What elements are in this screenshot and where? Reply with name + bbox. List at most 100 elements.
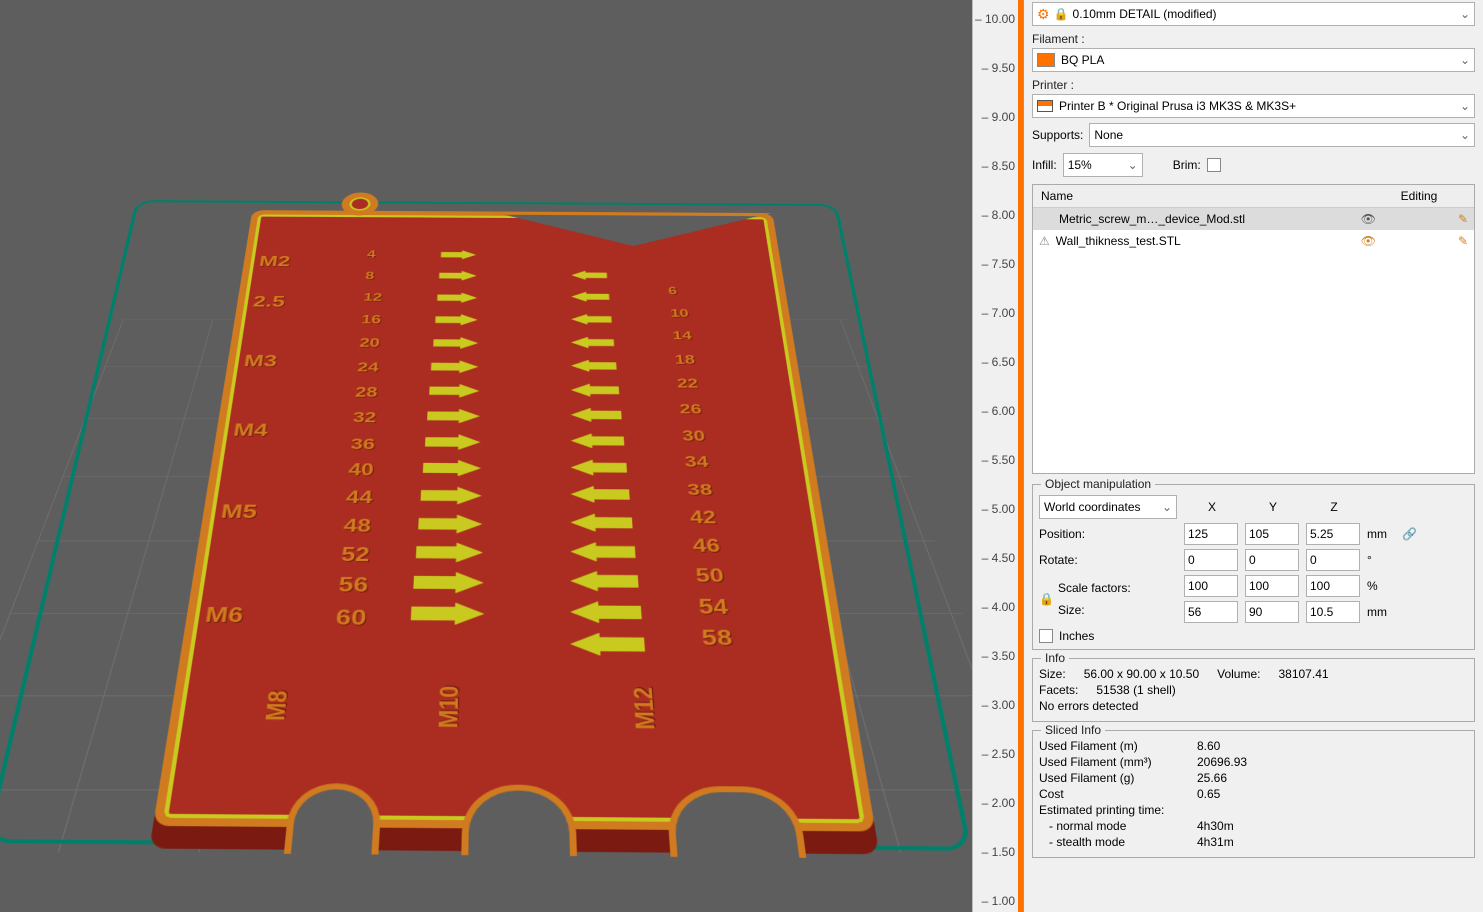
link-icon[interactable] <box>1402 527 1416 541</box>
infill-combo[interactable]: 15% ⌄ <box>1063 153 1143 177</box>
scale-number: 46 <box>692 536 721 558</box>
printer-label: Printer : <box>1032 78 1475 92</box>
scale-number: 52 <box>340 544 370 567</box>
position-unit: mm <box>1367 527 1397 541</box>
object-name: Metric_screw_m…_device_Mod.stl <box>1059 212 1355 226</box>
scale-number: 16 <box>361 314 382 328</box>
info-label: Used Filament (g) <box>1039 771 1179 785</box>
info-label: - normal mode <box>1039 819 1179 833</box>
position-y[interactable] <box>1245 523 1299 545</box>
chevron-down-icon: ⌄ <box>1128 158 1138 172</box>
info-value: 4h31m <box>1197 835 1234 849</box>
object-list-row[interactable]: Wall_thikness_test.STL <box>1033 230 1474 252</box>
ruler-tick: 7.00 <box>992 306 1015 320</box>
scale-number: 4 <box>367 249 377 261</box>
object-list-row[interactable]: Metric_screw_m…_device_Mod.stl <box>1033 208 1474 230</box>
size-z[interactable] <box>1306 601 1360 623</box>
rotate-x[interactable] <box>1184 549 1238 571</box>
edit-icon[interactable] <box>1458 212 1468 226</box>
filament-label: Filament : <box>1032 32 1475 46</box>
col-editing: Editing <box>1364 185 1474 207</box>
scale-z[interactable] <box>1306 575 1360 597</box>
object-list: Name Editing Metric_screw_m…_device_Mod.… <box>1032 184 1475 474</box>
y-header: Y <box>1245 500 1301 514</box>
sliced-info-row: Used Filament (mm³)20696.93 <box>1039 755 1468 769</box>
ruler-tick: 4.00 <box>992 600 1015 614</box>
object-manipulation: Object manipulation World coordinates ⌄ … <box>1032 484 1475 650</box>
filament-name: BQ PLA <box>1061 53 1104 67</box>
scale-number: 54 <box>698 595 730 619</box>
errors-text: No errors detected <box>1039 699 1138 713</box>
scale-number: 28 <box>354 384 378 401</box>
filament-swatch <box>1037 53 1055 67</box>
supports-combo[interactable]: None ⌄ <box>1089 123 1475 147</box>
sliced-info-row: Estimated printing time: <box>1039 803 1468 817</box>
sliced-info-row: - normal mode4h30m <box>1039 819 1468 833</box>
chevron-down-icon: ⌄ <box>1460 7 1470 21</box>
scale-number: 48 <box>343 516 372 537</box>
scale-number: 10 <box>670 307 690 320</box>
facets-label: Facets: <box>1039 683 1078 697</box>
sliced-info-row: Cost0.65 <box>1039 787 1468 801</box>
scale-number: 60 <box>335 604 368 630</box>
ruler-tick: 6.50 <box>992 355 1015 369</box>
ruler-tick: 8.00 <box>992 208 1015 222</box>
rotate-z[interactable] <box>1306 549 1360 571</box>
visibility-icon[interactable] <box>1361 212 1376 226</box>
filament-combo[interactable]: BQ PLA ⌄ <box>1032 48 1475 72</box>
m-label: M2 <box>258 253 291 271</box>
scale-number: 56 <box>337 574 368 598</box>
position-x[interactable] <box>1184 523 1238 545</box>
ruler-tick: 1.50 <box>992 845 1015 859</box>
scale-y[interactable] <box>1245 575 1299 597</box>
visibility-icon[interactable] <box>1361 234 1376 248</box>
size-unit: mm <box>1367 605 1397 619</box>
m-label: 2.5 <box>252 293 286 311</box>
sliced-info-row: Used Filament (m)8.60 <box>1039 739 1468 753</box>
position-z[interactable] <box>1306 523 1360 545</box>
printer-combo[interactable]: Printer B * Original Prusa i3 MK3S & MK3… <box>1032 94 1475 118</box>
scale-x[interactable] <box>1184 575 1238 597</box>
size-label: Size: <box>1039 667 1066 681</box>
size-value: 56.00 x 90.00 x 10.50 <box>1084 667 1199 681</box>
m-label: M3 <box>243 351 279 371</box>
brim-label: Brim: <box>1173 158 1201 172</box>
x-header: X <box>1184 500 1240 514</box>
warning-icon <box>1039 234 1050 248</box>
preset-name: 0.10mm DETAIL (modified) <box>1073 7 1217 21</box>
size-x[interactable] <box>1184 601 1238 623</box>
sliced-info-panel: Sliced Info Used Filament (m)8.60Used Fi… <box>1032 730 1475 858</box>
scale-number: 38 <box>686 480 713 500</box>
ruler-tick: 1.00 <box>992 894 1015 908</box>
ruler-tick: 3.00 <box>992 698 1015 712</box>
position-label: Position: <box>1039 527 1179 541</box>
ruler-tick: 2.00 <box>992 796 1015 810</box>
brim-checkbox[interactable] <box>1207 158 1221 172</box>
inches-checkbox[interactable] <box>1039 629 1053 643</box>
viewport-3d[interactable]: M22.5M3M4M5M6 48121620242832364044485256… <box>0 0 972 912</box>
scale-number: 6 <box>668 285 678 297</box>
col-name: Name <box>1033 185 1364 207</box>
rotate-label: Rotate: <box>1039 553 1179 567</box>
scale-number: 44 <box>345 488 373 509</box>
rotate-y[interactable] <box>1245 549 1299 571</box>
sliced-info-row: - stealth mode4h31m <box>1039 835 1468 849</box>
layer-ruler[interactable]: 10.009.509.008.508.007.507.006.506.005.5… <box>972 0 1018 912</box>
sliced-info-row: Used Filament (g)25.66 <box>1039 771 1468 785</box>
list-header: Name Editing <box>1033 185 1474 208</box>
coord-system-combo[interactable]: World coordinates ⌄ <box>1039 495 1177 519</box>
info-value: 8.60 <box>1197 739 1220 753</box>
info-label: Estimated printing time: <box>1039 803 1179 817</box>
size-y[interactable] <box>1245 601 1299 623</box>
sliced-object: M22.5M3M4M5M6 48121620242832364044485256… <box>0 200 972 851</box>
inches-label: Inches <box>1059 629 1094 643</box>
edit-icon[interactable] <box>1458 234 1468 248</box>
object-name: Wall_thikness_test.STL <box>1056 234 1355 248</box>
print-preset-combo[interactable]: 0.10mm DETAIL (modified) ⌄ <box>1032 2 1475 26</box>
info-value: 20696.93 <box>1197 755 1247 769</box>
chevron-down-icon: ⌄ <box>1162 500 1172 514</box>
scale-number: 14 <box>672 330 693 344</box>
lock-icon[interactable] <box>1039 592 1054 606</box>
chevron-down-icon: ⌄ <box>1460 99 1470 113</box>
scale-number: 12 <box>363 291 383 304</box>
